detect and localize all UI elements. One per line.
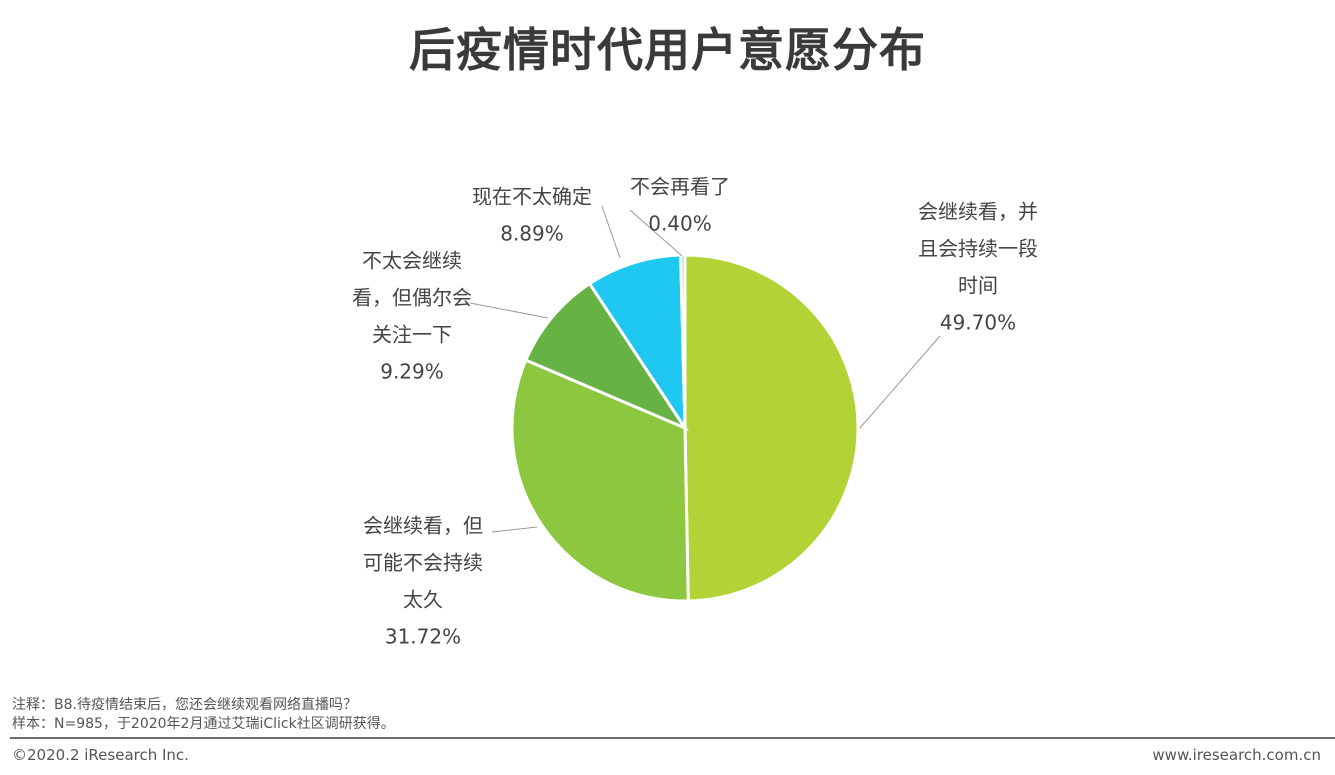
- leader-line-2: [469, 302, 549, 319]
- slice-value-label-4: 0.40%: [648, 212, 712, 236]
- slice-category-label-0: 时间: [958, 274, 998, 298]
- pie-slices: [510, 253, 860, 603]
- copyright-text: ©2020.2 iResearch Inc.: [12, 746, 189, 764]
- leader-line-1: [491, 526, 538, 533]
- pie-slice-0: [683, 253, 860, 603]
- footer-divider: [10, 737, 1335, 739]
- leader-line-0: [859, 335, 941, 429]
- leader-line-3: [601, 205, 621, 259]
- slice-category-label-3: 现在不太确定: [472, 185, 592, 209]
- slice-category-label-0: 且会持续一段: [918, 237, 1038, 261]
- leader-lines: [469, 205, 941, 533]
- slice-value-label-0: 49.70%: [940, 311, 1016, 335]
- slice-value-label-3: 8.89%: [500, 222, 564, 246]
- slice-category-label-1: 太久: [403, 588, 443, 612]
- slice-category-label-2: 看，但偶尔会: [352, 286, 472, 310]
- slice-value-label-2: 9.29%: [380, 360, 444, 384]
- leader-line-4: [629, 209, 683, 257]
- slice-category-label-1: 会继续看，但: [363, 514, 483, 538]
- sample-note: 样本：N=985，于2020年2月通过艾瑞iClick社区调研获得。: [12, 716, 395, 732]
- pie-slice-2: [523, 281, 690, 432]
- slice-category-label-2: 不太会继续: [362, 249, 462, 273]
- slice-category-label-2: 关注一下: [372, 323, 452, 347]
- chart-note: 注释：B8.待疫情结束后，您还会继续观看网络直播吗？: [12, 697, 357, 713]
- slice-category-label-1: 可能不会持续: [363, 551, 483, 575]
- page-title: 后疫情时代用户意愿分布: [409, 23, 926, 77]
- slice-value-label-1: 31.72%: [385, 625, 461, 649]
- slice-category-label-4: 不会再看了: [630, 175, 730, 199]
- pie-slice-3: [587, 253, 687, 434]
- pie-slice-1: [510, 358, 690, 603]
- website-link[interactable]: www.iresearch.com.cn: [1152, 746, 1321, 764]
- slice-category-label-0: 会继续看，并: [918, 200, 1038, 224]
